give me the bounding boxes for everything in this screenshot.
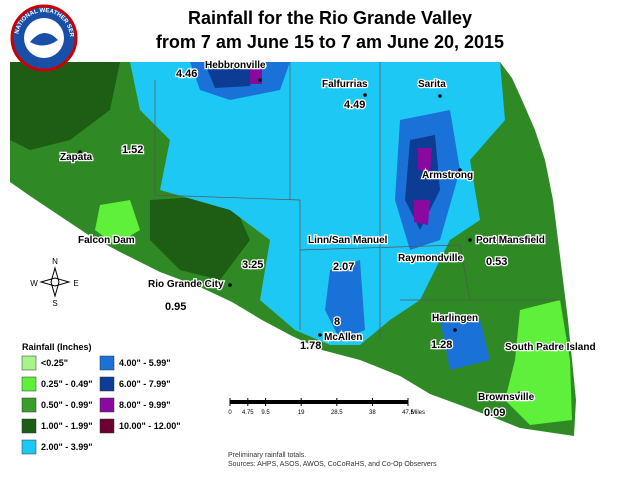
legend-label: 4.00" - 5.99": [119, 358, 171, 368]
map-shapes: [10, 62, 576, 436]
logo-swirl: [30, 32, 58, 46]
rain-amount: 4.49: [344, 99, 365, 111]
rain-amount: 1.78: [300, 340, 321, 352]
compass-letter: N: [52, 257, 58, 266]
place-dot: [318, 333, 322, 337]
legend-label: 0.50" - 0.99": [41, 400, 93, 410]
legend: <0.25" 0.25" - 0.49" 0.50" - 0.99" 1.00" - …: [21, 355, 181, 455]
rain-amount: 8: [334, 316, 340, 328]
scale-label: 38: [369, 410, 376, 416]
place-dot: [438, 94, 442, 98]
place-label: Rio Grande City: [148, 279, 224, 290]
place-dot: [373, 236, 377, 240]
place-label: Hebbronville: [205, 60, 266, 71]
legend-swatch: [99, 355, 115, 371]
place-label: Zapata: [60, 152, 93, 163]
footnote: Sources: AHPS, ASOS, AWOS, CoCoRaHS, and…: [228, 461, 437, 468]
legend-label: 0.25" - 0.49": [41, 379, 93, 389]
legend-swatch: [99, 397, 115, 413]
place-dot: [518, 391, 522, 395]
place-dot: [543, 343, 547, 347]
light-green-area: [95, 200, 572, 425]
rain-amount: 2.07: [333, 261, 354, 273]
place-dot: [418, 256, 422, 260]
place-label: Falfurrias: [322, 79, 368, 90]
labels: Hebbronville Falfurrias Sarita Zapata Armstr…: [59, 59, 597, 421]
place-dot: [78, 150, 82, 154]
legend-swatch: [99, 418, 115, 434]
place-label: South Padre Island: [505, 342, 596, 353]
place-dot: [453, 328, 457, 332]
scale-label: 47.5: [402, 410, 414, 416]
rain-amount: 0.53: [486, 256, 507, 268]
place-label: Armstrong: [422, 170, 473, 181]
place-label: McAllen: [324, 332, 362, 343]
scale-label: 28.5: [331, 410, 343, 416]
legend-label: 8.00" - 9.99": [119, 400, 171, 410]
legend-swatch: [99, 376, 115, 392]
place-label: Raymondville: [398, 253, 463, 264]
legend-swatch: [21, 355, 37, 371]
compass-letter: S: [52, 299, 57, 308]
legend-label: <0.25": [41, 358, 68, 368]
scale-bar: [230, 400, 408, 404]
place-label: Harlingen: [432, 313, 478, 324]
legend-swatch: [21, 397, 37, 413]
rain-amount: 1.28: [431, 339, 452, 351]
rain-amount: 0.09: [484, 407, 505, 419]
place-dot: [363, 93, 367, 97]
place-dot: [468, 238, 472, 242]
rain-amount: 0.95: [165, 301, 186, 313]
legend-swatch: [21, 376, 37, 392]
title: from 7 am June 15 to 7 am June 20, 2015: [156, 32, 504, 52]
legend-swatch: [21, 418, 37, 434]
place-label: Sarita: [418, 79, 446, 90]
scale-label: 4.75: [242, 410, 254, 416]
compass-letter: E: [73, 279, 78, 288]
scale-label: 19: [298, 410, 305, 416]
place-label: Port Mansfield: [476, 235, 545, 246]
dark-green-area: [10, 62, 250, 280]
place-dot: [458, 168, 462, 172]
rain-amount: 3.25: [242, 259, 263, 271]
scale-label: 0: [228, 410, 232, 416]
place-label: Brownsville: [478, 392, 535, 403]
rain-amount: 4.46: [176, 68, 197, 80]
title: Rainfall for the Rio Grande Valley: [188, 8, 472, 28]
scale-unit: Miles: [411, 410, 425, 416]
legend-title: Rainfall (Inches): [22, 342, 92, 352]
compass-letter: W: [30, 279, 38, 288]
legend-swatch: [21, 439, 37, 455]
place-label: Linn/San Manuel: [308, 235, 388, 246]
rain-amount: 1.52: [122, 144, 143, 156]
logo: NATIONAL WEATHER SERVICE: [0, 0, 78, 72]
legend-label: 1.00" - 1.99": [41, 421, 93, 431]
legend-label: 2.00" - 3.99": [41, 442, 93, 452]
scale-label: 9.5: [261, 410, 270, 416]
place-dot: [228, 283, 232, 287]
place-label: Falcon Dam: [78, 235, 135, 246]
footnote: Preliminary rainfall totals.: [228, 452, 306, 459]
county-lines: [154, 62, 560, 340]
legend-label: 10.00" - 12.00": [119, 421, 181, 431]
place-dot: [258, 78, 262, 82]
compass-rose: [39, 266, 71, 298]
compass: N S W E: [30, 257, 78, 308]
legend-label: 6.00" - 7.99": [119, 379, 171, 389]
place-dot: [126, 236, 130, 240]
